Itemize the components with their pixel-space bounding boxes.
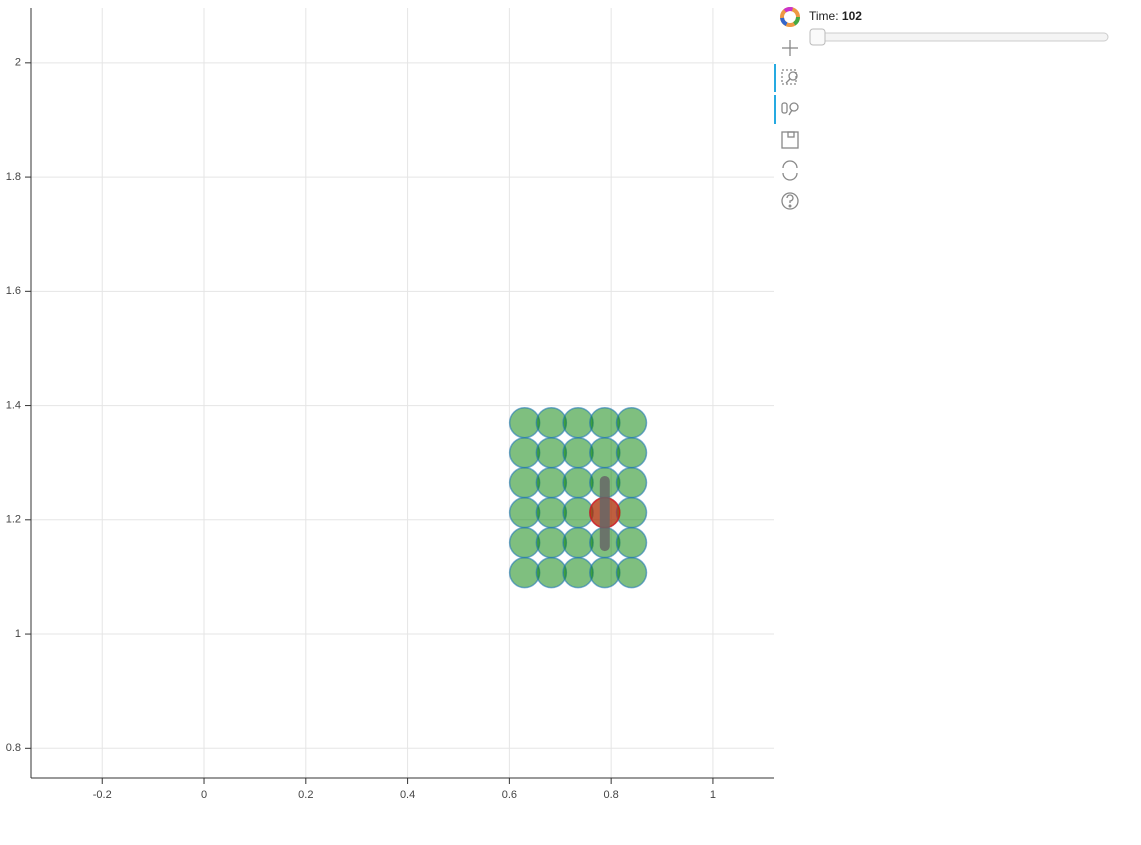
slider-label: Time: 102 [809,9,862,23]
point [508,496,541,529]
y-tick-label: 1.4 [6,399,21,411]
save-tool[interactable] [781,131,799,149]
x-tick-label: 1 [710,789,716,801]
y-tick-label: 1.2 [6,514,21,526]
toolbar [774,7,800,210]
point [508,436,541,469]
pan-tool[interactable] [782,40,798,56]
x-tick-label: -0.2 [93,789,112,801]
y-tick-label: 1.8 [6,171,21,183]
x-tick-label: 0 [201,789,207,801]
y-tick-label: 1.6 [6,285,21,297]
point [535,436,568,469]
point [535,466,568,499]
point [562,556,594,589]
point [615,496,648,529]
x-tick-label: 0.4 [400,789,415,801]
slider-value: 102 [842,9,862,23]
x-tick-label: 0.8 [604,789,619,801]
point [615,466,648,499]
point [508,466,541,499]
point [535,406,568,439]
help-tool[interactable] [781,192,799,210]
y-tick-label: 1 [15,628,21,640]
point [615,436,648,469]
point [562,496,594,529]
wheel-zoom-tool[interactable] [781,102,799,116]
point [508,556,541,589]
point [615,556,648,589]
point [562,526,594,559]
point [589,556,621,589]
reset-tool[interactable] [782,160,798,181]
slider-handle[interactable] [809,28,826,46]
slider-track[interactable] [809,32,1109,42]
y-tick-label: 2 [15,57,21,69]
bokeh-logo [780,7,800,27]
box-zoom-tool[interactable] [781,69,798,85]
point [535,556,568,589]
point [589,436,621,469]
point [589,406,621,439]
point [615,526,648,559]
y-tick-label: 0.8 [6,742,21,754]
point [535,496,568,529]
point [562,436,594,469]
point [562,406,594,439]
x-tick-label: 0.6 [502,789,517,801]
slider-label-text: Time: [809,9,839,23]
point [562,466,594,499]
point [508,406,541,439]
point [508,526,541,559]
x-tick-label: 0.2 [298,789,313,801]
point [615,406,648,439]
point [535,526,568,559]
